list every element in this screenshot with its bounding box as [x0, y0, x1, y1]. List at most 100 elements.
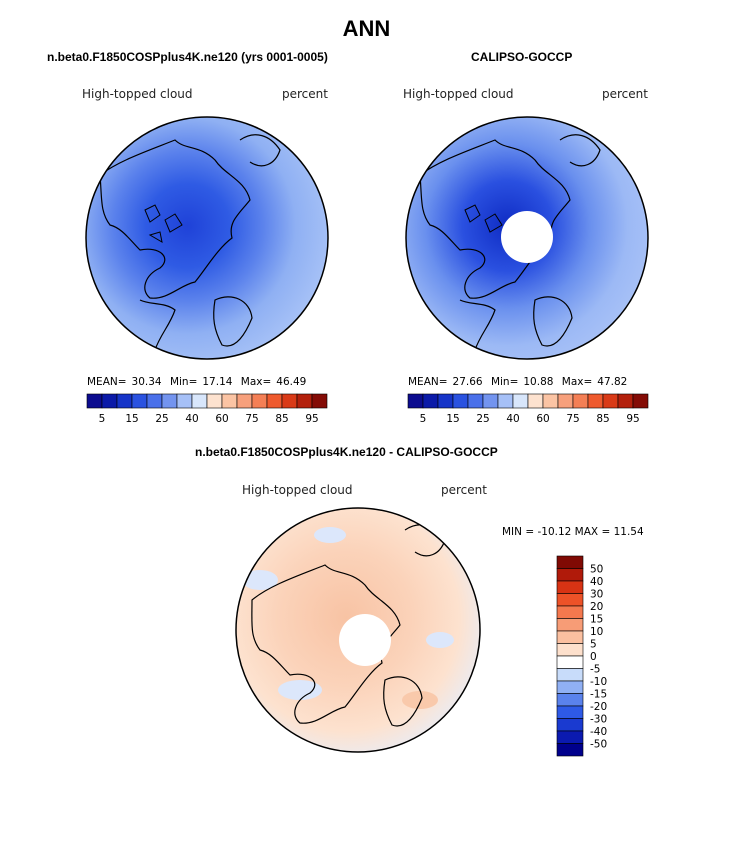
model-polar-map [85, 116, 329, 360]
diff-colorbar-box [556, 668, 584, 682]
model-colorbar-tick-label: 15 [125, 413, 138, 425]
model-colorbar-box [191, 393, 208, 409]
obs-mean-label: MEAN= [408, 376, 448, 388]
diff-units-label: percent [441, 483, 487, 497]
model-colorbar-box [176, 393, 193, 409]
diff-colorbar-box [556, 743, 584, 757]
model-colorbar-box [251, 393, 268, 409]
model-max-value: 46.49 [276, 376, 307, 388]
obs-colorbar-box [467, 393, 484, 409]
model-colorbar-tick-label: 5 [99, 413, 106, 425]
diff-colorbar-box [556, 568, 584, 582]
diff-colorbar-box [556, 630, 584, 644]
model-colorbar-box [116, 393, 133, 409]
diff-colorbar-box [556, 655, 584, 669]
diff-colorbar-box [556, 680, 584, 694]
diff-colorbar-box [556, 718, 584, 732]
model-colorbar-box [311, 393, 328, 409]
diff-colorbar-tick-label: 20 [590, 601, 603, 613]
diff-patches [242, 527, 454, 709]
diff-colorbar-box [556, 618, 584, 632]
diff-polar-map [235, 507, 481, 753]
diff-colorbar-box [556, 705, 584, 719]
model-min-value: 17.14 [202, 376, 233, 388]
model-max-label: Max= [240, 376, 272, 388]
model-colorbar: 5 15 25 40 60 75 85 95 [86, 393, 328, 425]
diff-colorbar-box [556, 605, 584, 619]
model-colorbar-box [206, 393, 223, 409]
diff-colorbar-box [556, 555, 584, 569]
diff-colorbar-box [556, 580, 584, 594]
diff-colorbar-tick-label: 40 [590, 576, 603, 588]
model-colorbar-box [296, 393, 313, 409]
model-colorbar-tick-label: 75 [245, 413, 258, 425]
obs-colorbar-box [497, 393, 514, 409]
obs-colorbar-box [542, 393, 559, 409]
diff-variable-label: High-topped cloud [242, 483, 353, 497]
obs-colorbar-box [602, 393, 619, 409]
diff-colorbar-tick-label: 5 [590, 639, 597, 651]
figure-title: ANN [342, 16, 391, 41]
obs-coastlines [419, 134, 601, 351]
diff-stats: MIN = -10.12 MAX = 11.54 [502, 526, 644, 538]
model-min-label: Min= [169, 376, 198, 388]
obs-colorbar-tick-label: 95 [626, 413, 639, 425]
model-colorbar-box [281, 393, 298, 409]
diff-colorbar-tick-label: 0 [590, 651, 597, 663]
diff-colorbar-tick-label: -20 [590, 701, 607, 713]
diff-colorbar-tick-label: -5 [590, 664, 600, 676]
model-colorbar-box [86, 393, 103, 409]
obs-colorbar-box [587, 393, 604, 409]
model-units-label: percent [282, 87, 328, 101]
obs-polar-gap [501, 211, 553, 263]
model-colorbar-tick-label: 25 [155, 413, 168, 425]
model-colorbar-box [146, 393, 163, 409]
diff-colorbar-tick-label: -15 [590, 689, 607, 701]
diff-colorbar-box [556, 643, 584, 657]
obs-panel-title: CALIPSO-GOCCP [471, 50, 573, 64]
obs-colorbar-box [632, 393, 649, 409]
model-colorbar-box [221, 393, 238, 409]
diff-colorbar-tick-label: -30 [590, 714, 607, 726]
diff-polar-gap [339, 614, 391, 666]
model-map-field [86, 117, 328, 359]
model-panel-title: n.beta0.F1850COSPplus4K.ne120 (yrs 0001-… [47, 50, 328, 64]
obs-colorbar: 5 15 25 40 60 75 85 95 [407, 393, 649, 425]
diff-colorbar-tick-label: 15 [590, 614, 603, 626]
obs-stats: MEAN= 27.66 Min= 10.88 Max= 47.82 [408, 376, 632, 388]
diff-colorbar-tick-label: -10 [590, 676, 607, 688]
model-colorbar-tick-label: 40 [185, 413, 198, 425]
obs-colorbar-box [452, 393, 469, 409]
obs-colorbar-tick-label: 60 [536, 413, 549, 425]
obs-colorbar-box [422, 393, 439, 409]
obs-colorbar-tick-label: 5 [420, 413, 427, 425]
diff-colorbar-tick-label: 30 [590, 589, 603, 601]
obs-max-value: 47.82 [597, 376, 628, 388]
obs-colorbar-box [527, 393, 544, 409]
obs-units-label: percent [602, 87, 648, 101]
model-mean-label: MEAN= [87, 376, 127, 388]
obs-colorbar-box [557, 393, 574, 409]
obs-colorbar-box [407, 393, 424, 409]
obs-colorbar-tick-label: 15 [446, 413, 459, 425]
model-colorbar-tick-label: 85 [275, 413, 288, 425]
diff-colorbar-box [556, 593, 584, 607]
diff-panel-title: n.beta0.F1850COSPplus4K.ne120 - CALIPSO-… [195, 445, 498, 459]
obs-colorbar-box [572, 393, 589, 409]
model-variable-label: High-topped cloud [82, 87, 193, 101]
diff-colorbar-tick-label: 10 [590, 626, 603, 638]
obs-min-label: Min= [490, 376, 519, 388]
obs-mean-value: 27.66 [452, 376, 483, 388]
obs-variable-label: High-topped cloud [403, 87, 514, 101]
obs-min-value: 10.88 [523, 376, 554, 388]
obs-colorbar-box [617, 393, 634, 409]
obs-colorbar-tick-label: 25 [476, 413, 489, 425]
diff-colorbar-box [556, 730, 584, 744]
model-colorbar-box [161, 393, 178, 409]
obs-colorbar-tick-label: 75 [566, 413, 579, 425]
model-colorbar-tick-label: 60 [215, 413, 228, 425]
model-colorbar-box [131, 393, 148, 409]
obs-max-label: Max= [561, 376, 593, 388]
